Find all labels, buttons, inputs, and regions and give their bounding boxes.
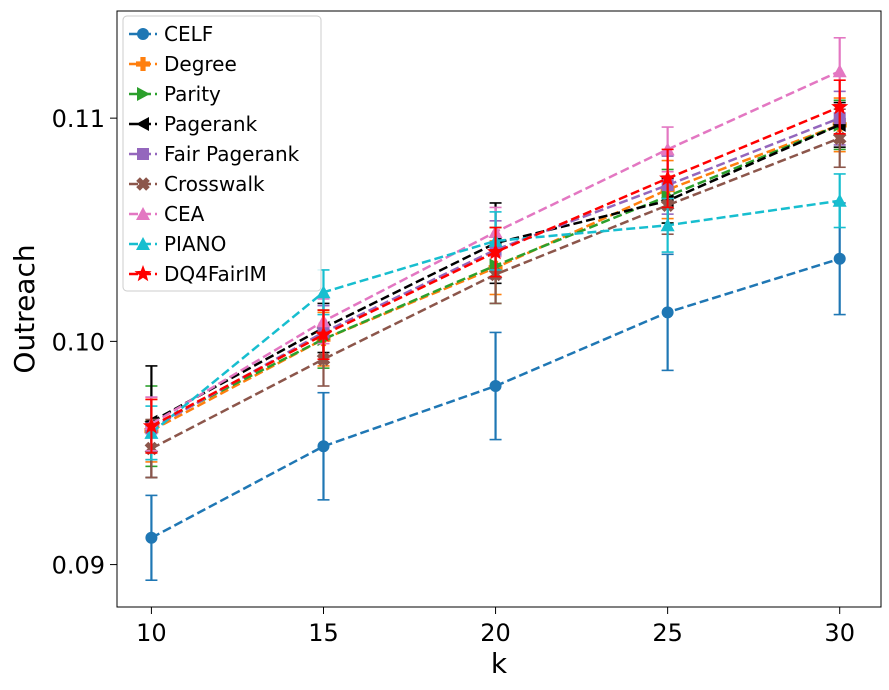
legend-label: Fair Pagerank	[164, 142, 300, 166]
legend-marker	[136, 237, 150, 250]
data-point-celf	[317, 440, 330, 453]
data-point-celf	[145, 531, 158, 544]
legend-item-celf: CELF	[129, 22, 213, 46]
legend-marker	[136, 177, 150, 191]
y-axis-label: Outreach	[8, 244, 41, 373]
chart-legend: CELF Degree Parity Pagerank Fair Pagerank Cro…	[122, 15, 322, 292]
x-tick-label: 10	[136, 619, 167, 647]
chart-axes: 10 15 20 25 30 0.09 0.10 0.11	[52, 105, 855, 647]
legend-item-parity: Parity	[129, 82, 221, 106]
legend-box	[122, 15, 322, 292]
chart-marks	[142, 36, 849, 582]
legend-label: Degree	[164, 52, 237, 76]
legend-item-dq4fairim: DQ4FairIM	[129, 262, 267, 286]
legend-label: DQ4FairIM	[164, 262, 267, 286]
plot-frame	[116, 10, 882, 608]
data-point-celf	[833, 252, 846, 265]
x-tick-label: 15	[308, 619, 339, 647]
legend-label: Parity	[164, 82, 221, 106]
x-tick-label: 30	[824, 619, 855, 647]
legend-label: CEA	[164, 202, 205, 226]
y-tick-label: 0.09	[52, 552, 105, 580]
series-line-pagerank	[150, 123, 841, 423]
data-point-celf	[661, 306, 674, 319]
data-point-cea	[832, 64, 847, 78]
legend-label: CELF	[164, 22, 213, 46]
y-tick-label: 0.10	[52, 328, 105, 356]
legend-item-degree: Degree	[129, 52, 237, 76]
legend-item-cea: CEA	[129, 202, 205, 226]
data-point-dq4fairim	[831, 97, 849, 115]
legend-item-crosswalk: Crosswalk	[129, 172, 265, 196]
legend-marker	[136, 207, 150, 220]
legend-marker	[136, 117, 149, 131]
data-point-piano	[832, 193, 847, 207]
legend-label: Crosswalk	[164, 172, 265, 196]
series-celf	[145, 202, 846, 582]
data-point-dq4fairim	[486, 243, 505, 260]
legend-item-pagerank: Pagerank	[129, 112, 258, 136]
legend-marker	[137, 148, 149, 160]
legend-item-piano: PIANO	[129, 232, 226, 256]
data-point-dq4fairim	[314, 325, 333, 342]
x-axis-label: k	[491, 647, 508, 680]
series-dq4fairim	[142, 79, 849, 454]
series-line-piano	[150, 199, 840, 434]
data-point-celf	[489, 380, 502, 393]
legend-marker	[137, 28, 149, 40]
legend-marker	[136, 57, 150, 71]
legend-item-fair-pagerank: Fair Pagerank	[129, 142, 300, 166]
x-tick-label: 25	[652, 619, 683, 647]
data-point-piano	[660, 218, 675, 232]
legend-marker	[137, 87, 150, 101]
legend-marker	[134, 265, 152, 282]
data-point-dq4fairim	[142, 417, 160, 434]
data-point-dq4fairim	[659, 169, 677, 186]
x-tick-label: 20	[480, 619, 511, 647]
legend-label: PIANO	[164, 232, 226, 256]
data-point-crosswalk	[832, 131, 847, 146]
data-point-piano	[316, 285, 331, 299]
legend-label: Pagerank	[164, 112, 258, 136]
y-tick-label: 0.11	[52, 105, 105, 133]
